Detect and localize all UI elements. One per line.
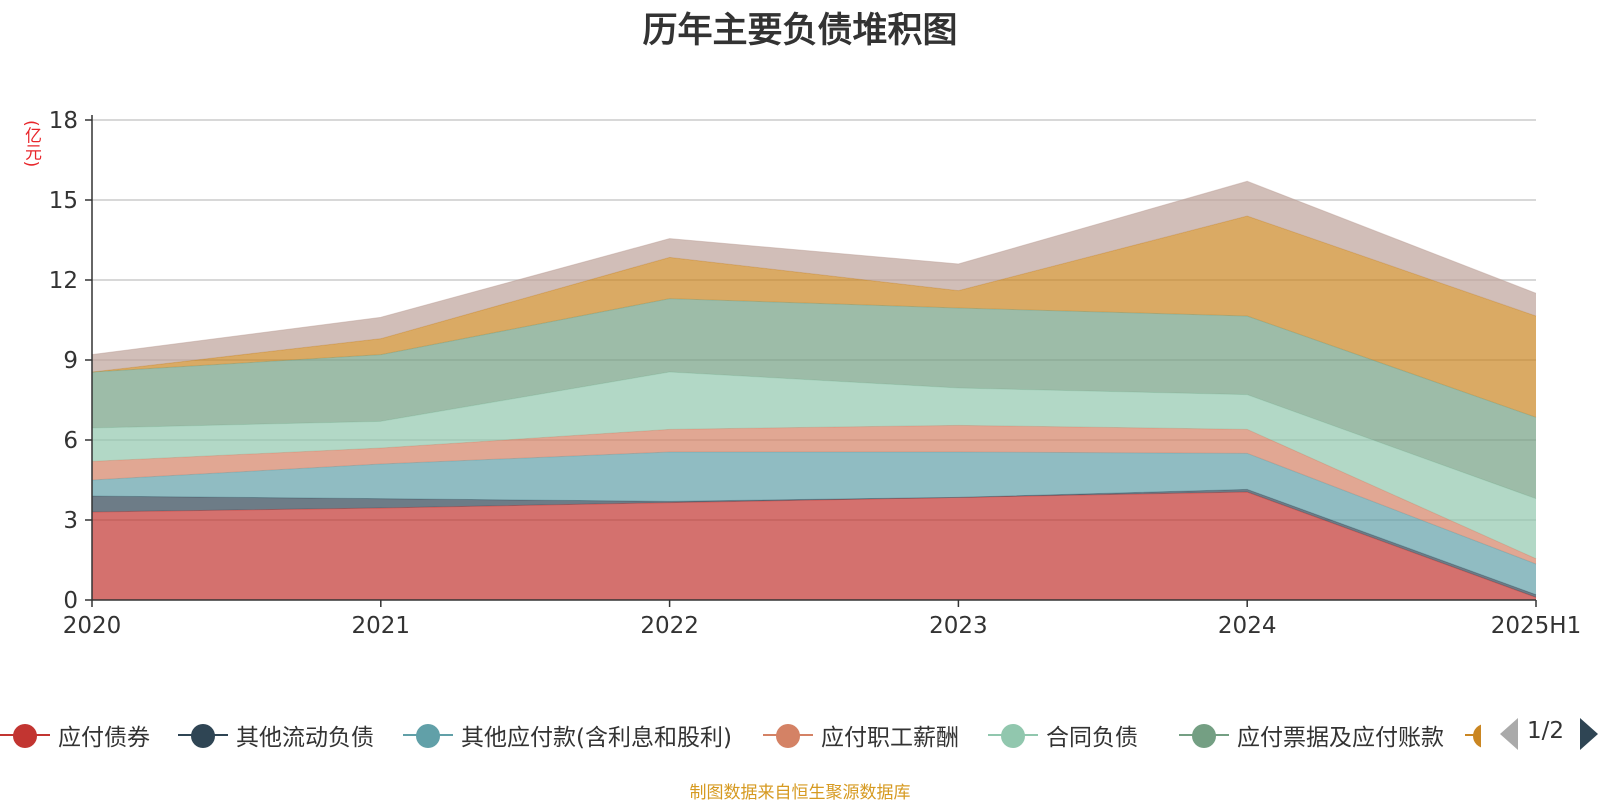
y-tick-label-3: 9 [63, 348, 78, 374]
legend-item-partial-icon [1465, 718, 1481, 752]
x-tick-label-2: 2022 [640, 613, 699, 639]
y-tick-label-4: 12 [49, 268, 78, 294]
legend-item-5[interactable]: 应付票据及应付账款 [1179, 718, 1444, 752]
y-tick-label-1: 3 [63, 508, 78, 534]
chart-plot: 0 3 6 9 12 15 18 2020 2021 2022 2023 2024 2025H1 [49, 108, 1582, 639]
x-tick-label-0: 2020 [63, 613, 122, 639]
legend-marker-icon [1179, 718, 1229, 752]
legend-page-indicator: 1/2 [1527, 718, 1565, 744]
area-series-6 [92, 216, 1536, 418]
area-series-4 [92, 372, 1536, 559]
source-note: 制图数据来自恒生聚源数据库 [689, 783, 911, 803]
legend-marker-icon [763, 718, 813, 752]
legend-label: 合同负债 [1046, 725, 1138, 751]
area-series-3 [92, 425, 1536, 564]
legend-item-1[interactable]: 其他流动负债 [178, 718, 374, 752]
x-tick-label-4: 2024 [1218, 613, 1277, 639]
legend-item-2[interactable]: 其他应付款(含利息和股利) [403, 718, 732, 752]
area-edge-7 [91, 180, 1537, 356]
legend-marker-icon [988, 718, 1038, 752]
area-series-0 [92, 492, 1536, 600]
y-tick-label-6: 18 [49, 108, 78, 134]
y-tick-label-2: 6 [63, 428, 78, 454]
area-series-5 [92, 298, 1536, 499]
chart-title: 历年主要负债堆积图 [642, 11, 958, 51]
y-axis-label: (亿元) [21, 120, 41, 168]
stacked-areas [91, 180, 1537, 600]
legend-label: 应付票据及应付账款 [1237, 725, 1444, 751]
legend-next-page-icon[interactable] [1580, 718, 1598, 750]
legend-label: 应付职工薪酬 [821, 725, 959, 751]
legend-label: 应付债券 [58, 725, 150, 751]
x-tick-label-3: 2023 [929, 613, 988, 639]
legend-marker-icon [178, 718, 228, 752]
legend-marker-icon [403, 718, 453, 752]
legend-label: 其他应付款(含利息和股利) [461, 725, 732, 751]
y-tick-label-0: 0 [63, 588, 78, 614]
axes: 0 3 6 9 12 15 18 2020 2021 2022 2023 2024 2025H1 [49, 108, 1582, 639]
x-tick-label-1: 2021 [352, 613, 411, 639]
y-tick-label-5: 15 [49, 188, 78, 214]
x-tick-label-5: 2025H1 [1491, 613, 1581, 639]
area-series-7 [92, 181, 1536, 372]
legend-item-3[interactable]: 应付职工薪酬 [763, 718, 959, 752]
legend: 应付债券 其他流动负债 其他应付款(含利息和股利) 应付职工薪酬 合同负债 应付票据及应付… [0, 718, 1600, 752]
legend-item-0[interactable]: 应付债券 [0, 718, 150, 752]
legend-label: 其他流动负债 [236, 725, 374, 751]
legend-item-4[interactable]: 合同负债 [988, 718, 1138, 752]
legend-prev-page-icon[interactable] [1500, 718, 1518, 750]
legend-marker-icon [0, 718, 50, 752]
area-series-2 [92, 452, 1536, 595]
area-series-1 [92, 489, 1536, 598]
